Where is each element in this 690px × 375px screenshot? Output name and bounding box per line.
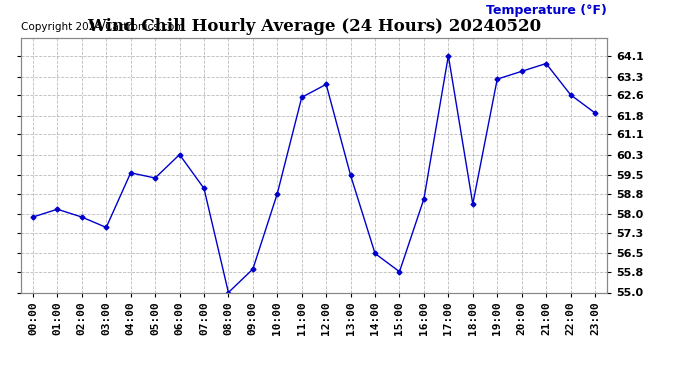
Text: Temperature (°F): Temperature (°F) [486, 4, 607, 17]
Text: Copyright 2024 Cartronics.com: Copyright 2024 Cartronics.com [21, 22, 184, 32]
Title: Wind Chill Hourly Average (24 Hours) 20240520: Wind Chill Hourly Average (24 Hours) 202… [87, 18, 541, 34]
